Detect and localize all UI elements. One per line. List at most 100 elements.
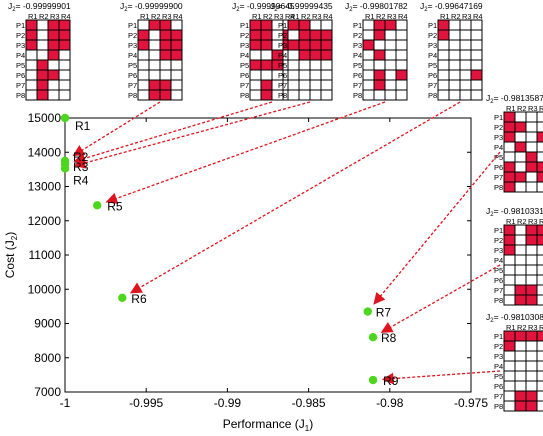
inset-cell xyxy=(503,161,516,173)
inset-cell xyxy=(503,284,516,296)
inset-cell xyxy=(448,49,461,61)
inset-cell xyxy=(437,19,450,31)
arrows xyxy=(72,101,501,385)
inset-cell xyxy=(373,89,386,101)
inset-cell xyxy=(536,370,543,382)
inset-row-header: P5 xyxy=(428,61,437,70)
inset-cell xyxy=(514,350,527,362)
inset-cell xyxy=(309,69,322,81)
inset-cell xyxy=(536,224,543,236)
inset-cell xyxy=(459,19,472,31)
inset-cell xyxy=(287,59,300,71)
arrow xyxy=(72,101,161,157)
inset-cell xyxy=(249,39,262,51)
y-tick-label: 7000 xyxy=(34,385,61,399)
inset-cell xyxy=(395,69,408,81)
inset-col-header: R4 xyxy=(173,12,183,21)
inset-title: J2= -0.99801782 xyxy=(345,1,408,13)
inset-row-header: P7 xyxy=(428,81,437,90)
inset-cell xyxy=(525,330,538,342)
y-tick-label: 15000 xyxy=(28,111,62,125)
inset-cell xyxy=(525,264,538,276)
inset-row-header: P8 xyxy=(494,402,503,411)
inset-cell xyxy=(362,89,375,101)
inset-cell xyxy=(298,39,311,51)
point-label: R9 xyxy=(383,374,399,388)
y-tick-label: 14000 xyxy=(28,145,62,159)
inset-cell xyxy=(525,234,538,246)
inset-row-header: P3 xyxy=(240,41,249,50)
inset-cell xyxy=(148,19,161,31)
inset-col-header: R2 xyxy=(301,12,311,21)
inset-cell xyxy=(287,79,300,91)
inset-row-header: P5 xyxy=(494,266,503,275)
data-point xyxy=(60,113,70,123)
inset-col-header: R4 xyxy=(539,104,543,113)
inset-cell xyxy=(470,89,483,101)
inset-col-header: R4 xyxy=(473,12,483,21)
x-tick-label: -0.995 xyxy=(129,396,163,410)
inset-cell xyxy=(137,19,150,31)
inset-row-header: P3 xyxy=(278,41,287,50)
inset-row-header: P6 xyxy=(428,71,437,80)
inset-row-header: P1 xyxy=(494,113,503,122)
inset-cell xyxy=(47,59,60,71)
inset-cell xyxy=(470,29,483,41)
inset-cell xyxy=(437,69,450,81)
inset-cell xyxy=(525,254,538,266)
inset-col-header: R1 xyxy=(506,217,516,226)
inset-cell xyxy=(384,49,397,61)
inset-cell xyxy=(536,131,543,143)
inset-col-header: R3 xyxy=(528,217,538,226)
point-label: R3 xyxy=(73,160,89,174)
inset-cell xyxy=(459,29,472,41)
inset-cell xyxy=(395,49,408,61)
inset-cell xyxy=(470,19,483,31)
inset-row-header: P1 xyxy=(353,21,362,30)
inset-cell xyxy=(25,59,38,71)
inset-cell xyxy=(170,79,183,91)
inset-row-header: P4 xyxy=(428,51,437,60)
inset-cell xyxy=(395,29,408,41)
inset-cell xyxy=(249,89,262,101)
inset-cell xyxy=(503,390,516,402)
inset-cell xyxy=(148,69,161,81)
inset-col-header: R3 xyxy=(462,12,472,21)
y-tick-label: 12000 xyxy=(28,214,62,228)
y-tick-label: 13000 xyxy=(28,180,62,194)
inset-cell xyxy=(503,370,516,382)
inset-cell xyxy=(47,79,60,91)
inset-row-header: P4 xyxy=(240,51,249,60)
inset-col-header: R4 xyxy=(61,12,71,21)
inset-cell xyxy=(459,79,472,91)
data-point xyxy=(368,375,378,385)
inset-cell xyxy=(459,69,472,81)
inset-cell xyxy=(525,274,538,286)
x-tick-label: -0.99 xyxy=(214,396,242,410)
inset-cell xyxy=(536,151,543,163)
point-label: R5 xyxy=(107,199,123,213)
inset-cell xyxy=(514,264,527,276)
inset-cell xyxy=(514,370,527,382)
inset-row-header: P5 xyxy=(128,61,137,70)
inset-cell xyxy=(514,141,527,153)
inset-col-header: R3 xyxy=(387,12,397,21)
inset-cell xyxy=(503,141,516,153)
inset-cell xyxy=(159,39,172,51)
inset-row-header: P5 xyxy=(16,61,25,70)
inset-row-header: P5 xyxy=(353,61,362,70)
inset-cell xyxy=(25,39,38,51)
inset-cell xyxy=(384,59,397,71)
inset-cell xyxy=(170,49,183,61)
inset-cell xyxy=(260,49,273,61)
inset-cell xyxy=(260,29,273,41)
y-tick-label: 9000 xyxy=(34,317,61,331)
inset-cell xyxy=(514,171,527,183)
inset-cell xyxy=(437,49,450,61)
inset-cell xyxy=(25,19,38,31)
